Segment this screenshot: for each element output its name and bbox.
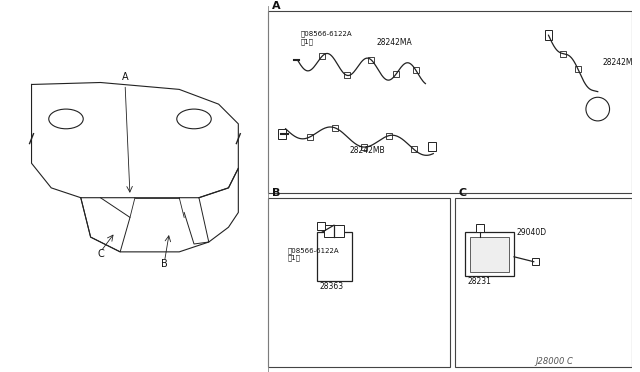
Bar bbox=[317, 232, 351, 281]
Text: 28231: 28231 bbox=[468, 278, 492, 286]
Bar bbox=[268, 198, 450, 367]
Bar bbox=[362, 144, 367, 150]
Bar bbox=[455, 198, 632, 367]
Text: C: C bbox=[459, 188, 467, 198]
Bar bbox=[476, 224, 483, 232]
Text: J28000 C: J28000 C bbox=[535, 357, 573, 366]
Text: 28363: 28363 bbox=[319, 282, 343, 291]
Text: 傃08566-6122A
（1）: 傃08566-6122A （1） bbox=[300, 31, 352, 45]
Text: A: A bbox=[122, 71, 129, 81]
Text: 傃08566-6122A
（1）: 傃08566-6122A （1） bbox=[287, 247, 339, 262]
Bar bbox=[545, 30, 552, 40]
Bar bbox=[278, 129, 285, 139]
Text: 28242MB: 28242MB bbox=[349, 147, 385, 155]
Text: B: B bbox=[161, 259, 168, 269]
Circle shape bbox=[586, 97, 609, 121]
Bar bbox=[368, 57, 374, 63]
Text: C: C bbox=[97, 249, 104, 259]
Bar bbox=[317, 222, 325, 230]
Text: 29040D: 29040D bbox=[517, 228, 547, 237]
Bar bbox=[268, 11, 632, 193]
Bar bbox=[465, 232, 514, 276]
Bar bbox=[413, 67, 419, 73]
Bar bbox=[386, 133, 392, 139]
Bar bbox=[532, 258, 539, 264]
Bar bbox=[411, 146, 417, 152]
Text: B: B bbox=[272, 188, 280, 198]
Text: 28242M: 28242M bbox=[603, 58, 633, 67]
Text: A: A bbox=[272, 1, 280, 11]
Bar bbox=[470, 237, 509, 272]
Bar bbox=[319, 53, 325, 59]
Bar bbox=[332, 125, 338, 131]
Bar bbox=[324, 225, 344, 237]
Bar bbox=[575, 66, 581, 72]
Bar bbox=[307, 134, 313, 140]
Bar bbox=[428, 142, 436, 151]
Bar bbox=[561, 51, 566, 57]
Text: 28242MA: 28242MA bbox=[376, 38, 412, 47]
Bar bbox=[393, 71, 399, 77]
Bar bbox=[344, 72, 349, 78]
